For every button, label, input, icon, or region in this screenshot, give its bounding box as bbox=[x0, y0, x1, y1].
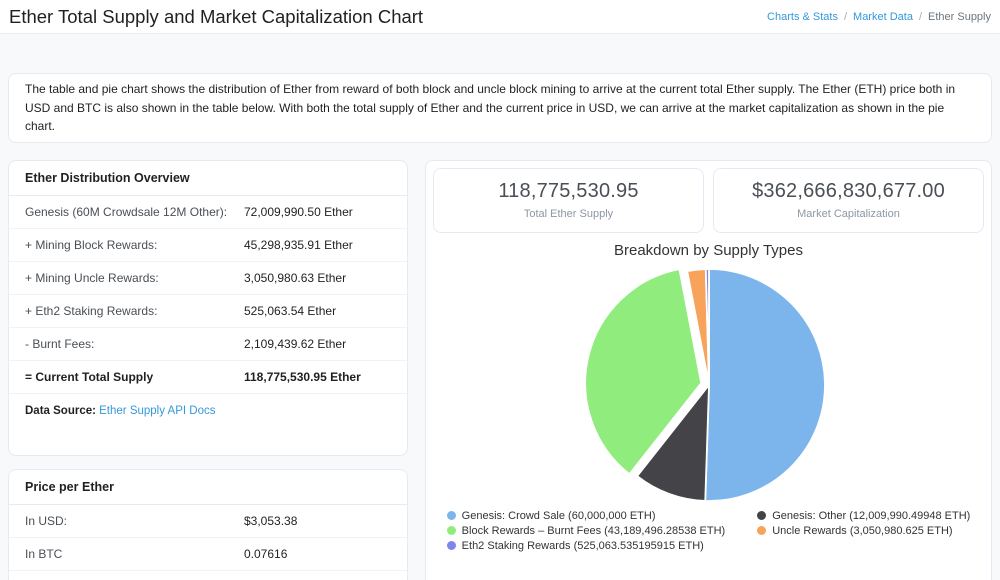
table-row-usd-price: In USD: $3,053.38 bbox=[9, 505, 407, 538]
ether-distribution-card: Ether Distribution Overview Genesis (60M… bbox=[8, 159, 408, 456]
pie-slice-eth2-staking-rewards[interactable] bbox=[704, 267, 710, 386]
page-content: The table and pie chart shows the distri… bbox=[0, 34, 1000, 580]
legend-label: Genesis: Other (12,009,990.49948 ETH) bbox=[772, 509, 971, 522]
row-label: In BTC bbox=[25, 546, 63, 561]
table-row-total-supply: = Current Total Supply 118,775,530.95 Et… bbox=[9, 361, 407, 394]
intro-note: The table and pie chart shows the distri… bbox=[8, 73, 992, 143]
row-value: 3,050,980.63 Ether bbox=[244, 270, 347, 285]
price-card-title: Price per Ether bbox=[9, 470, 407, 505]
table-row-eth2-staking: + Eth2 Staking Rewards: 525,063.54 Ether bbox=[9, 295, 407, 328]
legend-item-genesis-crowd-sale[interactable]: Genesis: Crowd Sale (60,000,000 ETH) bbox=[446, 509, 726, 523]
ether-supply-api-docs-link[interactable]: Ether Supply API Docs bbox=[99, 404, 216, 417]
pie-slice-genesis-other[interactable] bbox=[635, 383, 710, 502]
table-row-btc-price: In BTC 0.07616 bbox=[9, 538, 407, 571]
row-value: 45,298,935.91 Ether bbox=[244, 237, 353, 252]
legend-item-block-rewards[interactable]: Block Rewards – Burnt Fees (43,189,496.2… bbox=[446, 524, 726, 538]
breadcrumb-ether-supply: Ether Supply bbox=[928, 10, 991, 23]
breadcrumb-market-data[interactable]: Market Data bbox=[853, 10, 913, 23]
row-value: 525,063.54 Ether bbox=[244, 303, 337, 318]
legend-label: Eth2 Staking Rewards (525,063.535195915 … bbox=[461, 539, 704, 552]
legend-label: Block Rewards – Burnt Fees (43,189,496.2… bbox=[461, 524, 726, 537]
row-label: + Mining Block Rewards: bbox=[25, 237, 158, 252]
page-header: Ether Total Supply and Market Capitaliza… bbox=[0, 0, 1000, 34]
pie-slice-block-rewards-burnt-fees[interactable] bbox=[583, 267, 702, 475]
total-ether-supply-stat: 118,775,530.95 Total Ether Supply bbox=[433, 167, 704, 233]
legend-marker-icon bbox=[446, 526, 456, 535]
breadcrumb-separator: / bbox=[843, 10, 848, 23]
legend-marker-icon bbox=[446, 541, 456, 550]
market-cap-label: Market Capitalization bbox=[797, 207, 900, 220]
chart-legend: Genesis: Crowd Sale (60,000,000 ETH) Gen… bbox=[433, 509, 984, 553]
total-supply-label: Total Ether Supply bbox=[523, 207, 614, 220]
legend-marker-icon bbox=[757, 526, 767, 535]
row-label: - Burnt Fees: bbox=[25, 336, 95, 351]
market-cap-value: $362,666,830,677.00 bbox=[752, 179, 945, 202]
pie-chart bbox=[583, 267, 826, 502]
distribution-datasource: Data Source: Ether Supply API Docs bbox=[9, 394, 407, 428]
page-title: Ether Total Supply and Market Capitaliza… bbox=[9, 5, 424, 27]
row-value: 72,009,990.50 Ether bbox=[244, 204, 353, 219]
row-value: 0.07616 bbox=[244, 546, 288, 561]
row-label: Genesis (60M Crowdsale 12M Other): bbox=[25, 204, 228, 219]
row-value: 118,775,530.95 Ether bbox=[244, 369, 361, 384]
breadcrumb-charts-stats[interactable]: Charts & Stats bbox=[767, 10, 838, 23]
left-column: Ether Distribution Overview Genesis (60M… bbox=[8, 159, 408, 580]
market-cap-stat: $362,666,830,677.00 Market Capitalizatio… bbox=[713, 167, 984, 233]
price-per-ether-card: Price per Ether In USD: $3,053.38 In BTC… bbox=[8, 468, 408, 580]
legend-marker-icon bbox=[757, 511, 767, 520]
total-supply-value: 118,775,530.95 bbox=[498, 179, 639, 202]
breadcrumb-separator: / bbox=[918, 10, 923, 23]
row-label: + Mining Uncle Rewards: bbox=[25, 270, 159, 285]
intro-text: The table and pie chart shows the distri… bbox=[25, 82, 956, 133]
table-row-block-rewards: + Mining Block Rewards: 45,298,935.91 Et… bbox=[9, 229, 407, 262]
legend-item-uncle-rewards[interactable]: Uncle Rewards (3,050,980.625 ETH) bbox=[757, 524, 970, 538]
stats-row: 118,775,530.95 Total Ether Supply $362,6… bbox=[433, 167, 984, 233]
row-label: In USD: bbox=[25, 513, 68, 528]
row-value: 2,109,439.62 Ether bbox=[244, 336, 347, 351]
row-label: = Current Total Supply bbox=[25, 369, 154, 384]
datasource-label: Data Source: bbox=[25, 404, 96, 417]
legend-marker-icon bbox=[446, 511, 456, 520]
row-value: $3,053.38 bbox=[244, 513, 298, 528]
legend-label: Genesis: Crowd Sale (60,000,000 ETH) bbox=[461, 509, 656, 522]
legend-item-genesis-other[interactable]: Genesis: Other (12,009,990.49948 ETH) bbox=[757, 509, 970, 523]
distribution-card-title: Ether Distribution Overview bbox=[9, 161, 407, 196]
legend-item-eth2-staking[interactable]: Eth2 Staking Rewards (525,063.535195915 … bbox=[446, 539, 726, 553]
table-row-uncle-rewards: + Mining Uncle Rewards: 3,050,980.63 Eth… bbox=[9, 262, 407, 295]
table-row-burnt-fees: - Burnt Fees: 2,109,439.62 Ether bbox=[9, 328, 407, 361]
breadcrumb: Charts & Stats / Market Data / Ether Sup… bbox=[767, 11, 991, 23]
price-datasource: Data Source: CryptoCompare bbox=[9, 571, 407, 580]
supply-chart-card: 118,775,530.95 Total Ether Supply $362,6… bbox=[425, 159, 992, 580]
table-row-genesis: Genesis (60M Crowdsale 12M Other): 72,00… bbox=[9, 196, 407, 229]
chart-title: Breakdown by Supply Types bbox=[613, 241, 803, 259]
pie-slice-genesis-crowd-sale[interactable] bbox=[703, 267, 826, 502]
legend-label: Uncle Rewards (3,050,980.625 ETH) bbox=[772, 524, 953, 537]
row-label: + Eth2 Staking Rewards: bbox=[25, 303, 158, 318]
